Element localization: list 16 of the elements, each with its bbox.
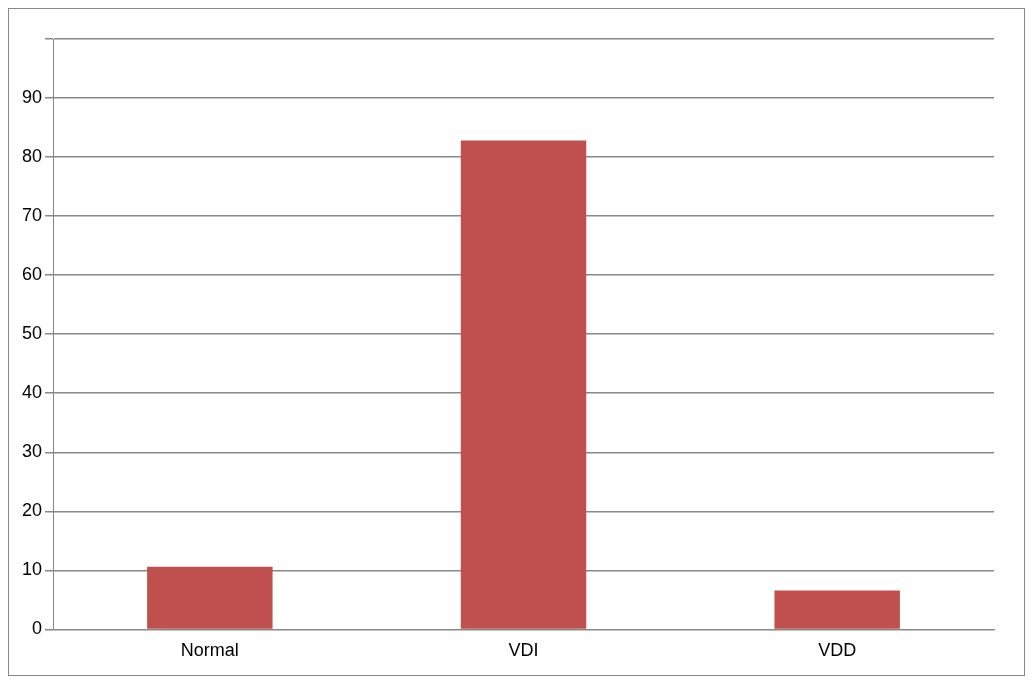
y-tick-label: 10 [21,559,43,580]
x-tick-label: VDD [818,640,857,661]
y-tick-label: 90 [21,87,43,108]
bar [460,140,587,629]
bar [147,566,273,629]
y-tick-label: 50 [21,323,43,344]
y-tick-label: 30 [21,441,43,462]
y-tick-label: 60 [21,264,43,285]
y-tick-label: 20 [21,500,43,521]
x-tick-label: Normal [180,640,239,661]
y-tick-label: 40 [21,382,43,403]
y-tick-label: 70 [21,205,43,226]
y-tick-label: 80 [21,146,43,167]
bar [774,590,900,629]
x-tick-label: VDI [508,640,539,661]
y-tick-label: 0 [32,618,43,639]
